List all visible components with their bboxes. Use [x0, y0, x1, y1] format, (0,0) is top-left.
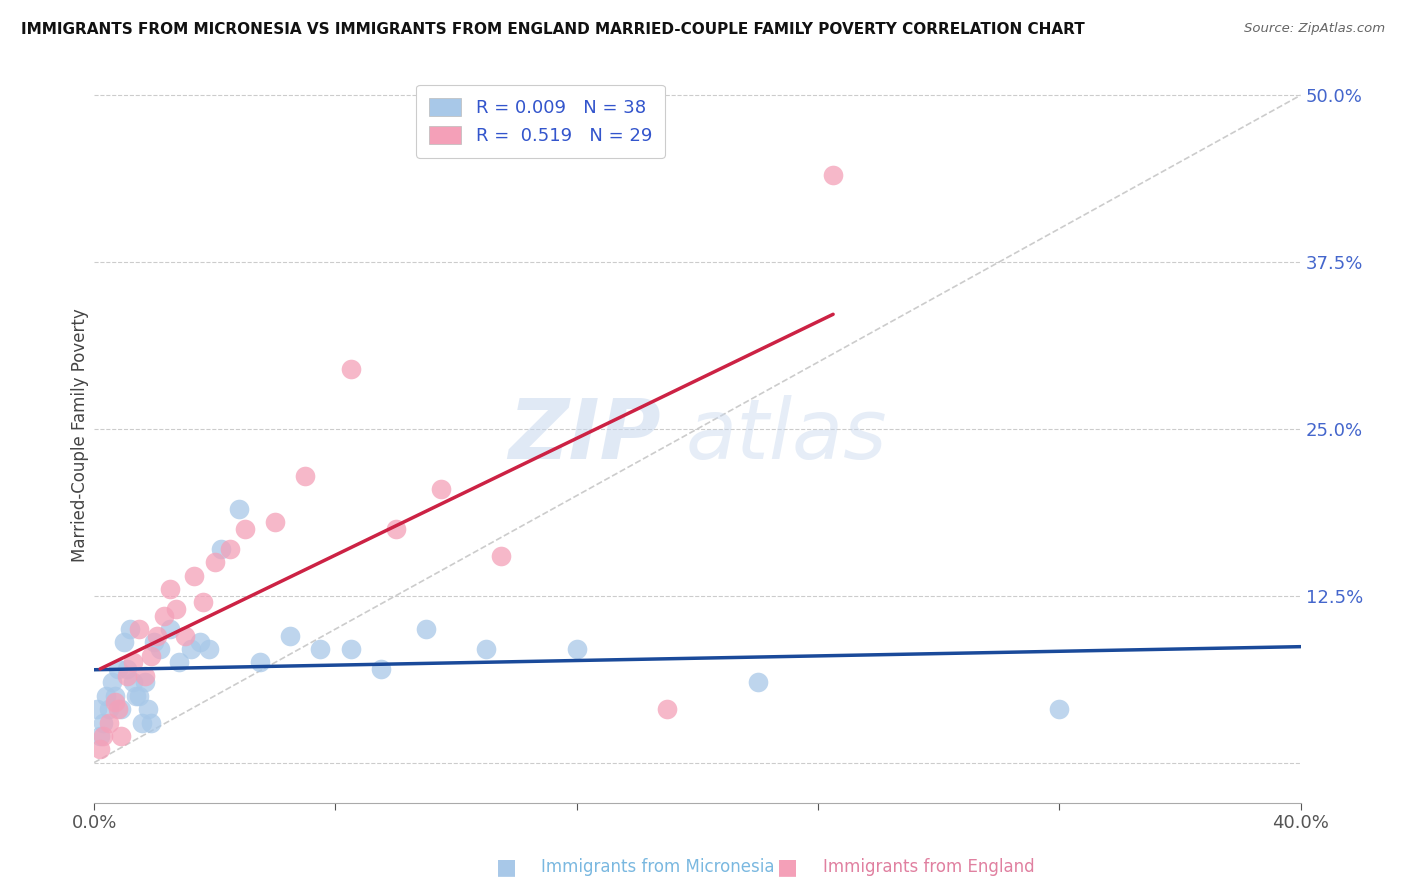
Point: [112, 635, 135, 649]
Point: [91, 715, 114, 730]
Point: [339, 361, 361, 376]
Point: [89, 729, 111, 743]
Point: [249, 656, 271, 670]
Point: [183, 568, 205, 582]
Point: [823, 169, 845, 183]
Point: [146, 629, 169, 643]
Point: [120, 622, 142, 636]
Point: [188, 635, 211, 649]
Point: [191, 595, 214, 609]
Point: [1047, 702, 1070, 716]
Point: [89, 742, 111, 756]
Point: [197, 642, 219, 657]
Point: [167, 656, 190, 670]
Point: [475, 642, 498, 657]
Point: [218, 541, 240, 556]
Point: [107, 662, 129, 676]
Point: [149, 642, 172, 657]
Point: [173, 629, 195, 643]
Point: [233, 522, 256, 536]
Point: [107, 702, 129, 716]
Point: [228, 502, 250, 516]
Point: [209, 541, 232, 556]
Point: [180, 642, 202, 657]
Point: [657, 702, 679, 716]
Text: ■: ■: [778, 857, 797, 877]
Point: [96, 689, 118, 703]
Point: [565, 642, 588, 657]
Legend: R = 0.009   N = 38, R =  0.519   N = 29: R = 0.009 N = 38, R = 0.519 N = 29: [416, 85, 665, 158]
Point: [91, 729, 114, 743]
Point: [131, 715, 153, 730]
Text: Source: ZipAtlas.com: Source: ZipAtlas.com: [1244, 22, 1385, 36]
Point: [110, 702, 132, 716]
Text: ZIP: ZIP: [509, 395, 661, 476]
Point: [104, 696, 127, 710]
Point: [98, 715, 121, 730]
Point: [309, 642, 332, 657]
Point: [117, 669, 139, 683]
Point: [165, 602, 187, 616]
Point: [204, 555, 226, 569]
Y-axis label: Married-Couple Family Poverty: Married-Couple Family Poverty: [72, 309, 89, 563]
Point: [294, 468, 316, 483]
Point: [278, 629, 301, 643]
Point: [122, 656, 145, 670]
Text: ■: ■: [496, 857, 516, 877]
Point: [128, 689, 150, 703]
Point: [141, 715, 163, 730]
Point: [134, 675, 156, 690]
Point: [98, 702, 121, 716]
Point: [264, 516, 287, 530]
Text: Immigrants from England: Immigrants from England: [823, 858, 1035, 876]
Point: [370, 662, 392, 676]
Point: [747, 675, 769, 690]
Point: [415, 622, 437, 636]
Point: [128, 622, 150, 636]
Point: [104, 689, 127, 703]
Point: [110, 729, 132, 743]
Point: [122, 675, 145, 690]
Point: [86, 702, 108, 716]
Point: [152, 608, 174, 623]
Text: IMMIGRANTS FROM MICRONESIA VS IMMIGRANTS FROM ENGLAND MARRIED-COUPLE FAMILY POVE: IMMIGRANTS FROM MICRONESIA VS IMMIGRANTS…: [21, 22, 1085, 37]
Point: [117, 662, 139, 676]
Point: [384, 522, 406, 536]
Point: [134, 669, 156, 683]
Point: [125, 689, 148, 703]
Point: [141, 648, 163, 663]
Point: [339, 642, 361, 657]
Text: atlas: atlas: [685, 395, 887, 476]
Point: [138, 702, 160, 716]
Point: [159, 582, 181, 596]
Point: [491, 549, 513, 563]
Text: Immigrants from Micronesia: Immigrants from Micronesia: [541, 858, 775, 876]
Point: [159, 622, 181, 636]
Point: [143, 635, 166, 649]
Point: [430, 482, 453, 496]
Point: [101, 675, 124, 690]
